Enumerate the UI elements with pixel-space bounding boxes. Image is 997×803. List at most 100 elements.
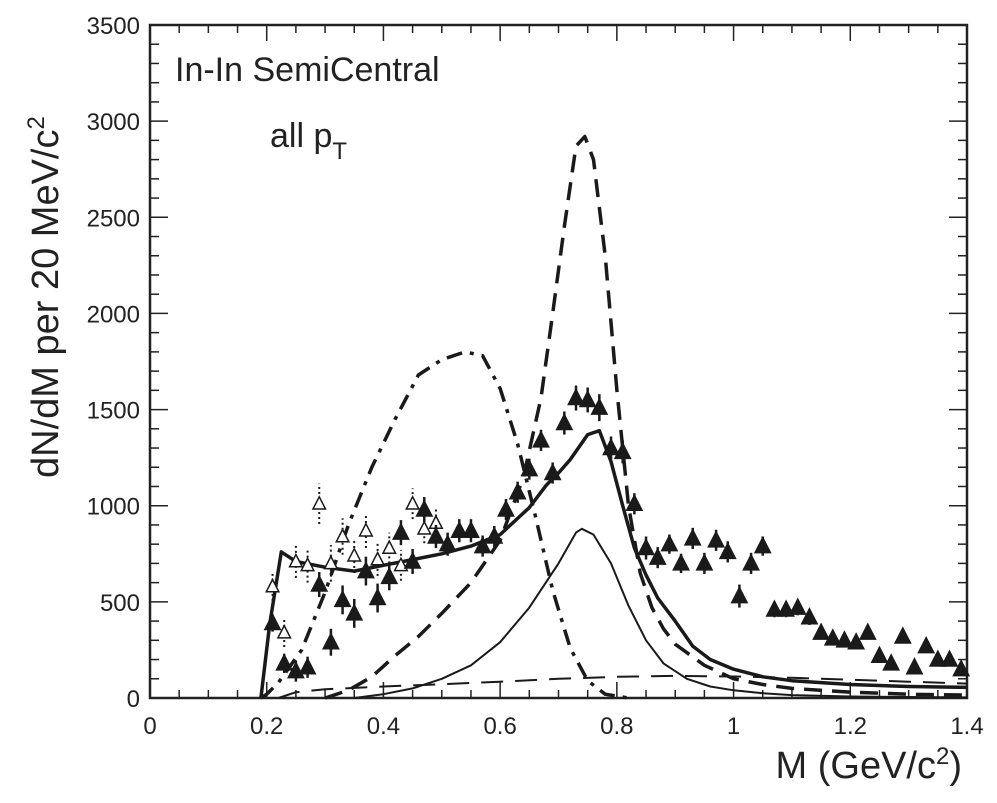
filled-triangle-point (590, 397, 609, 415)
x-axis-title-text: M (GeV/c (776, 745, 936, 787)
filled-triangle-point (940, 649, 959, 667)
open-triangle-point (311, 495, 327, 510)
filled-triangle-point (613, 441, 632, 460)
y-tick-label: 0 (127, 686, 140, 713)
x-tick-label: 0.2 (250, 713, 283, 740)
annotation-pt: all pT (270, 117, 347, 165)
filled-triangle-point (858, 622, 877, 640)
filled-triangle-point (532, 430, 550, 448)
filled-triangle-point (321, 632, 340, 650)
filled-triangle-point (310, 574, 329, 592)
filled-triangle-point (275, 653, 294, 671)
open-triangle-point (300, 556, 316, 572)
data-points (263, 385, 971, 682)
filled-triangle-point (695, 553, 714, 571)
curve-solid-thin (354, 527, 968, 699)
filled-triangle-point (765, 599, 784, 617)
x-axis-title-sup: 2 (936, 743, 949, 770)
open-triangle-point (381, 539, 397, 555)
y-tick-label: 3000 (87, 109, 140, 136)
x-tick-labels: 0 0.2 0.4 0.6 0.8 1 1.2 1.4 (143, 713, 983, 740)
x-tick-label: 1 (727, 713, 740, 740)
filled-triangle-point (928, 649, 947, 667)
filled-triangle-point (555, 412, 574, 431)
open-triangle-point (276, 623, 292, 639)
filled-triangle-point (508, 482, 527, 500)
filled-triangle-point (905, 657, 924, 675)
curve-longdash (278, 674, 968, 699)
filled-triangle-point (660, 534, 679, 552)
open-triangle-point (288, 552, 304, 568)
open-triangle-point (358, 522, 374, 537)
y-tick-label: 1000 (87, 494, 140, 521)
axis-ticks (149, 24, 968, 699)
filled-triangle-point (893, 626, 912, 644)
annotation-system: In-In SemiCentral (175, 51, 440, 89)
filled-triangle-point (648, 547, 667, 565)
filled-triangle-point (567, 387, 585, 406)
filled-triangle-point (392, 522, 410, 540)
filled-triangle-point (730, 585, 749, 604)
filled-triangle-point (718, 541, 737, 560)
filled-triangle-point (917, 635, 936, 654)
x-tick-label: 0.8 (600, 713, 633, 740)
annotation-pt-sub: T (332, 138, 347, 165)
filled-triangle-point (835, 630, 854, 648)
filled-triangle-point (357, 560, 375, 579)
filled-triangle-point (742, 553, 760, 571)
filled-triangle-point (368, 587, 387, 606)
filled-triangle-point (870, 645, 889, 663)
filled-triangle-point (812, 622, 831, 640)
filled-triangle-point (473, 536, 492, 554)
filled-triangle-point (753, 536, 772, 554)
filled-triangle-point (485, 526, 504, 544)
filled-triangle-point (683, 528, 702, 546)
filled-triangle-point (438, 534, 457, 552)
open-triangle-point (346, 547, 362, 562)
curve-dashed-thick (324, 134, 968, 700)
x-axis-title: M (GeV/c2) (776, 743, 962, 787)
x-axis-title-close: ) (949, 745, 962, 787)
x-tick-label: 0.4 (367, 713, 400, 740)
filled-triangle-point (707, 530, 725, 548)
filled-triangle-point (602, 437, 620, 456)
open-triangle-point (416, 520, 432, 535)
filled-triangle-point (345, 603, 364, 621)
filled-triangle-point (847, 632, 866, 650)
filled-triangle-point (415, 499, 434, 517)
open-triangle-point (393, 556, 409, 572)
x-tick-label: 0.6 (483, 713, 516, 740)
open-triangle-point (265, 577, 281, 593)
filled-triangle-point (263, 612, 282, 631)
y-tick-label: 500 (100, 590, 140, 617)
filled-triangle-point (450, 520, 469, 538)
filled-triangle-point (497, 499, 515, 517)
filled-triangle-point (543, 462, 562, 481)
curve-solid-thick (259, 428, 968, 699)
filled-triangle-point (427, 526, 445, 544)
filled-triangle-point (800, 607, 819, 625)
y-tick-label: 1500 (87, 398, 140, 425)
filled-triangle-point (380, 566, 399, 585)
filled-triangle-point (462, 520, 480, 538)
annotation-pt-main: all p (270, 117, 332, 155)
x-tick-label: 1.2 (834, 713, 867, 740)
open-triangle-point (335, 527, 351, 543)
filled-triangle-point (333, 589, 352, 608)
filled-triangle-point (298, 657, 317, 675)
x-tick-label: 1.4 (950, 713, 983, 740)
y-tick-label: 2000 (87, 301, 140, 328)
filled-triangle-point (882, 653, 901, 671)
y-tick-label: 3500 (87, 13, 140, 40)
filled-triangle-point (788, 597, 807, 615)
open-triangle-point (405, 495, 421, 510)
y-axis-title-sup: 2 (23, 116, 50, 129)
filled-triangle-point (672, 553, 690, 571)
x-tick-label: 0 (143, 713, 156, 740)
y-tick-labels: 0 500 1000 1500 2000 2500 3000 3500 (87, 13, 140, 713)
filled-triangle-point (625, 493, 644, 512)
y-tick-label: 2500 (87, 205, 140, 232)
filled-triangle-point (578, 389, 597, 408)
curve-dashdot (259, 350, 629, 700)
